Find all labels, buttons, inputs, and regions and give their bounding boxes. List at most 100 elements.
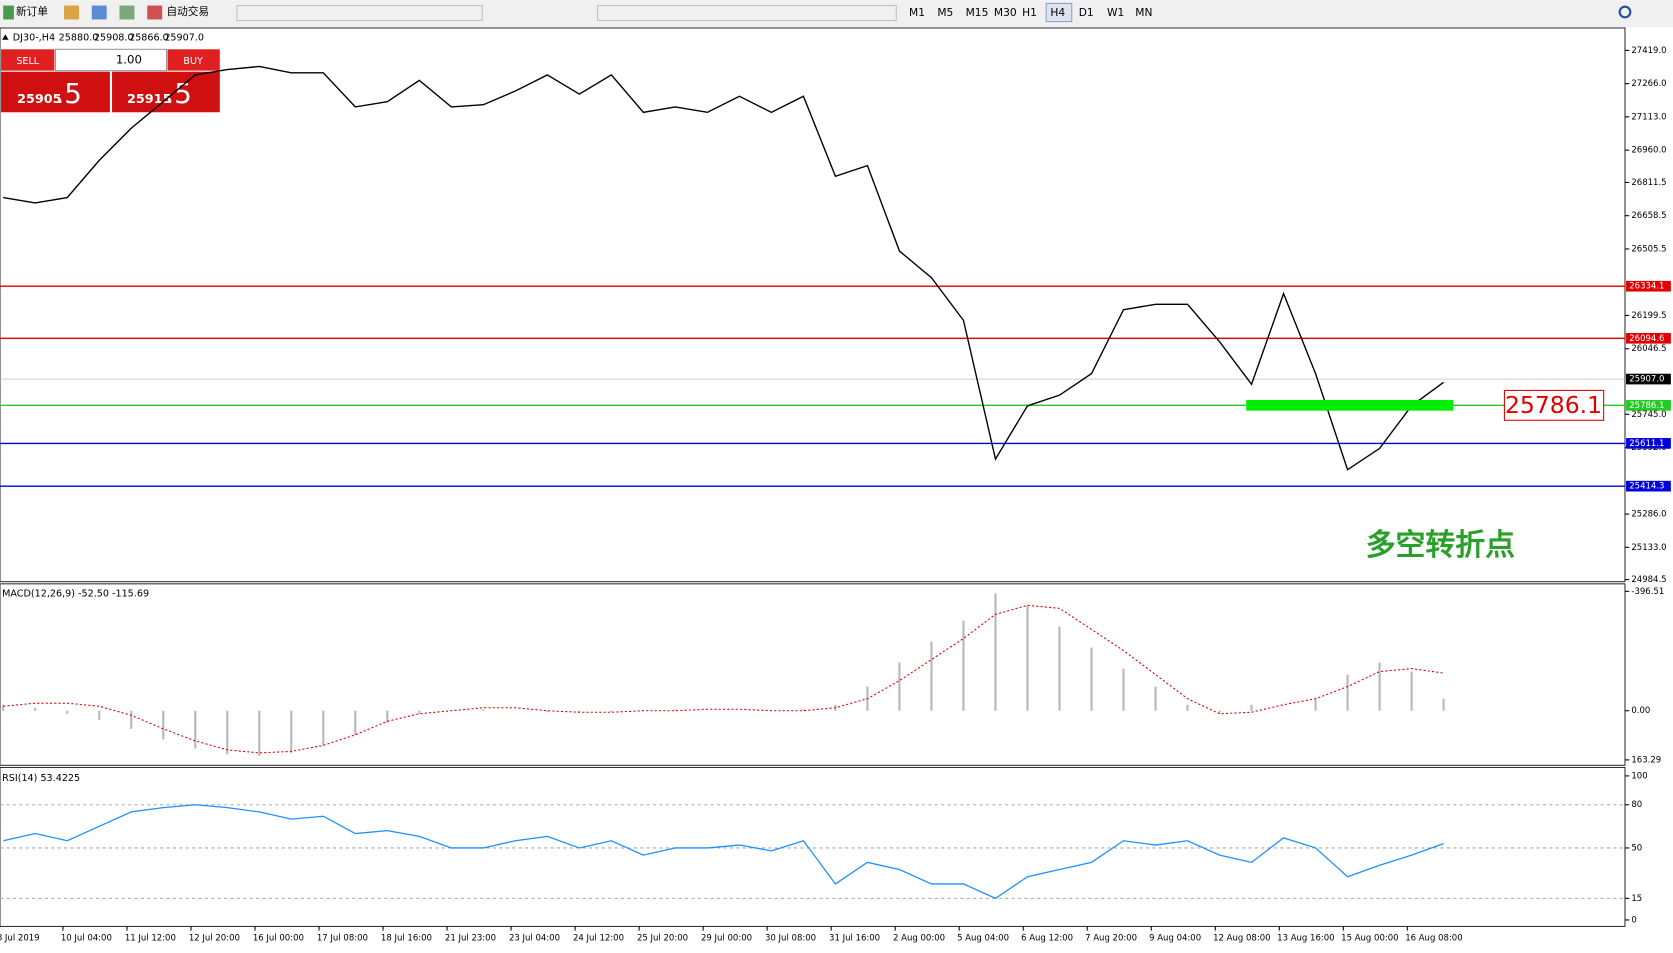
time-label: 8 Jul 2019 bbox=[0, 934, 40, 944]
macd-bar bbox=[1026, 605, 1029, 711]
macd-bar bbox=[1250, 704, 1253, 711]
time-label: 25 Jul 20:00 bbox=[637, 934, 688, 944]
y-tick-label: 26046.5 bbox=[1631, 344, 1666, 354]
symbol: DJ30-,H4 bbox=[13, 33, 55, 44]
macd-bar bbox=[802, 709, 805, 711]
ohlc-value: 25908.0 bbox=[94, 33, 134, 44]
time-label: 12 Jul 20:00 bbox=[189, 934, 240, 944]
lot[interactable]: 1.00 bbox=[116, 52, 142, 66]
auto-trade[interactable]: 自动交易 bbox=[166, 5, 209, 18]
level-label: 26094.6 bbox=[1629, 334, 1664, 344]
chart-tools bbox=[236, 5, 483, 22]
annotation: 多空转折点 bbox=[1366, 528, 1515, 563]
time-label: 17 Jul 08:00 bbox=[317, 934, 368, 944]
sell-price[interactable]: 25905 bbox=[17, 92, 62, 107]
y-tick-label: 27266.0 bbox=[1631, 79, 1666, 89]
time-label: 5 Aug 04:00 bbox=[957, 934, 1009, 944]
time-label: 18 Jul 16:00 bbox=[381, 934, 432, 944]
buy-price-frac[interactable]: .5 bbox=[165, 77, 191, 110]
time-label: 9 Aug 04:00 bbox=[1149, 934, 1201, 944]
macd-bar bbox=[1122, 668, 1125, 711]
macd-bar bbox=[386, 710, 389, 723]
timeframe[interactable]: MN bbox=[1135, 6, 1152, 19]
y-tick-label: 24984.5 bbox=[1631, 575, 1666, 585]
auto-trade-icon[interactable] bbox=[147, 5, 163, 20]
y-tick-label: 26505.5 bbox=[1631, 244, 1666, 254]
lot-input[interactable] bbox=[54, 48, 167, 72]
price-line bbox=[3, 65, 1445, 471]
buy-button[interactable] bbox=[167, 49, 220, 71]
new-order[interactable]: 新订单 bbox=[16, 5, 48, 18]
timeframe[interactable]: M1 bbox=[909, 6, 925, 19]
rsi-panel bbox=[0, 766, 1626, 927]
tool-icon[interactable] bbox=[119, 5, 135, 20]
y-tick-label: 27419.0 bbox=[1631, 46, 1666, 56]
y-tick-label: 25133.0 bbox=[1631, 543, 1666, 553]
macd-bar bbox=[290, 710, 293, 753]
timeframe[interactable]: H4 bbox=[1050, 6, 1065, 19]
sell-price-box[interactable] bbox=[1, 71, 110, 113]
y-tick-label: 0.00 bbox=[1631, 706, 1650, 716]
y-tick-label: 80 bbox=[1631, 800, 1642, 810]
macd-bar bbox=[2, 704, 5, 711]
macd-bar bbox=[418, 710, 421, 714]
sell-price-frac[interactable]: .5 bbox=[55, 77, 81, 110]
macd-bar bbox=[674, 709, 677, 711]
macd-bar bbox=[930, 641, 933, 711]
macd-panel bbox=[0, 583, 1626, 766]
macd-bar bbox=[258, 710, 261, 756]
macd-bar bbox=[546, 710, 549, 713]
y-tick-label: 25745.0 bbox=[1631, 410, 1666, 420]
y-tick-label: 26960.0 bbox=[1631, 146, 1666, 156]
macd-bar bbox=[1314, 698, 1317, 711]
toolbar-items: 新订单 自动交易 M1 M5 M15 M30 H1 H4 D1 W1 MN bbox=[3, 2, 1632, 23]
symbol-marker bbox=[2, 34, 9, 40]
macd-bar bbox=[162, 710, 165, 740]
time-label: 7 Aug 20:00 bbox=[1085, 934, 1137, 944]
ohlc-value: 25880.0 bbox=[59, 33, 99, 44]
tool-icon[interactable] bbox=[64, 5, 79, 20]
time-label: 13 Aug 16:00 bbox=[1277, 934, 1334, 944]
buy-price-box[interactable] bbox=[112, 71, 220, 113]
time-label: 10 Jul 04:00 bbox=[61, 934, 112, 944]
price-callout bbox=[1503, 389, 1605, 421]
timeframe[interactable]: M30 bbox=[994, 6, 1017, 19]
time-label: 31 Jul 16:00 bbox=[829, 934, 880, 944]
active-timeframe bbox=[1045, 2, 1073, 23]
ohlc-value: 25866.0 bbox=[129, 33, 169, 44]
time-label: 11 Jul 12:00 bbox=[125, 934, 176, 944]
macd-bar bbox=[578, 710, 581, 713]
macd-signal bbox=[3, 604, 1444, 754]
y-tick-label: 26199.5 bbox=[1631, 311, 1666, 321]
macd-bar bbox=[994, 593, 997, 711]
toolbar bbox=[0, 0, 1673, 27]
macd-bar bbox=[962, 620, 965, 711]
timeframe[interactable]: D1 bbox=[1079, 6, 1094, 19]
sell-button[interactable] bbox=[1, 49, 55, 71]
tool-icon[interactable] bbox=[91, 5, 107, 20]
new-order-icon[interactable] bbox=[3, 5, 14, 20]
buy-label[interactable]: BUY bbox=[183, 56, 203, 67]
search[interactable] bbox=[1618, 5, 1632, 19]
macd-bar bbox=[1058, 626, 1061, 711]
level-label: 25611.1 bbox=[1629, 439, 1664, 449]
macd-bar bbox=[898, 662, 901, 711]
main-panel bbox=[0, 27, 1626, 583]
level-tag bbox=[1626, 400, 1671, 411]
timeframe[interactable]: M15 bbox=[966, 6, 989, 19]
y-tick-label: 0 bbox=[1631, 915, 1636, 925]
level-label: 26334.1 bbox=[1629, 282, 1664, 292]
time-label: 21 Jul 23:00 bbox=[445, 934, 496, 944]
sell-label[interactable]: SELL bbox=[16, 56, 39, 67]
ohlc-value: 25907.0 bbox=[164, 33, 204, 44]
timeframe[interactable]: M5 bbox=[937, 6, 953, 19]
macd-bar bbox=[98, 710, 101, 720]
y-tick-label: 25286.0 bbox=[1631, 510, 1666, 520]
macd-bar bbox=[194, 710, 197, 749]
timeframe[interactable]: W1 bbox=[1107, 6, 1124, 19]
level-tag bbox=[1626, 332, 1671, 344]
time-label: 6 Aug 12:00 bbox=[1021, 934, 1073, 944]
timeframe[interactable]: H1 bbox=[1022, 6, 1037, 19]
